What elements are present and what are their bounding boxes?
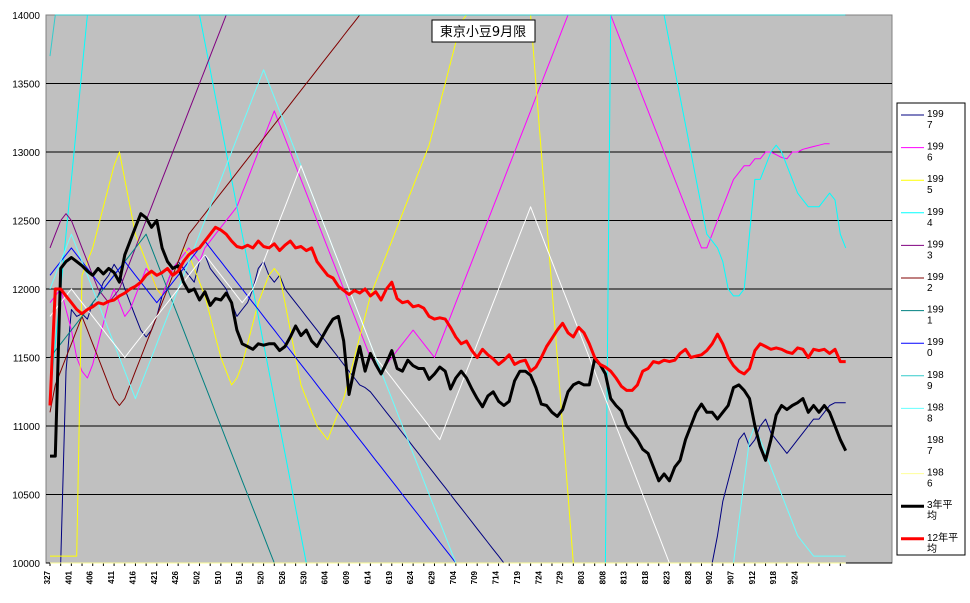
y-tick-label: 12500 (12, 217, 40, 228)
series-line-1996 (49, 14, 830, 379)
x-tick-label: 724 (534, 570, 543, 584)
legend-label: 3年平均 (927, 498, 953, 522)
x-tick-label: 520 (257, 570, 266, 584)
x-tick-label: 808 (598, 570, 607, 584)
legend-label: 12年平均 (927, 531, 958, 555)
x-tick-label: 823 (662, 570, 671, 584)
legend-label: 199 4 (927, 207, 944, 229)
x-tick-label: 619 (385, 570, 394, 584)
x-tick-label: 704 (449, 570, 458, 584)
series-line-12年平均 (48, 225, 846, 406)
legend-label: 198 7 (927, 435, 944, 457)
legend-label: 199 3 (927, 239, 944, 261)
x-tick-label: 629 (427, 570, 436, 584)
x-tick-label: 729 (556, 570, 565, 584)
gridlines (46, 83, 892, 495)
x-tick-label: 719 (513, 570, 522, 584)
x-tick-label: 624 (406, 570, 415, 584)
y-tick-label: 12000 (12, 285, 40, 296)
legend-label: 198 8 (927, 402, 944, 424)
y-tick-label: 13500 (12, 80, 40, 91)
series-lines (48, 14, 848, 564)
x-tick-label: 327 (43, 570, 52, 584)
series-line-1989 (49, 14, 846, 57)
title-frame (431, 19, 536, 43)
legend-label: 199 0 (927, 337, 944, 359)
series-line-1997 (50, 254, 846, 564)
y-tick-label: 10500 (12, 491, 40, 502)
x-tick-label: 411 (107, 570, 116, 583)
legend-label: 198 6 (927, 468, 944, 490)
legend-label: 199 5 (927, 174, 944, 196)
x-tick-label: 803 (577, 570, 586, 584)
x-tick-label: 502 (193, 570, 202, 584)
x-tick-label: 714 (492, 570, 501, 584)
x-tick-label: 526 (278, 570, 287, 584)
legend-label: 199 1 (927, 305, 944, 327)
x-tick-label: 401 (64, 570, 73, 584)
legend: 199 7 199 6 199 5 199 4 199 3 199 2 199 1 199 0 198 9 198 8… (896, 102, 966, 556)
x-tick-label: 828 (684, 570, 693, 584)
legend-label: 199 6 (927, 142, 944, 164)
y-tick-label: 13000 (12, 148, 40, 159)
legend-label: 199 2 (927, 272, 944, 294)
x-tick-label: 609 (342, 570, 351, 584)
x-tick-label: 813 (620, 570, 629, 584)
x-tick-label: 924 (791, 570, 800, 584)
y-tick-label: 11000 (13, 422, 41, 433)
y-tick-label: 10000 (12, 559, 40, 570)
x-tick-label: 406 (86, 570, 95, 584)
x-tick-label: 426 (171, 570, 180, 584)
x-tick-label: 918 (769, 570, 778, 584)
x-tick-label: 614 (363, 570, 372, 584)
legend-label: 199 7 (927, 109, 944, 131)
y-tick-label: 11500 (13, 354, 41, 365)
x-tick-label: 516 (235, 570, 244, 584)
x-tick-label: 416 (128, 570, 137, 584)
legend-frame (896, 102, 966, 556)
x-tick-label: 902 (705, 570, 714, 584)
chart-title: 東京小豆9月限 (440, 24, 526, 40)
legend-label: 198 9 (927, 370, 944, 392)
x-tick-label: 530 (299, 570, 308, 584)
x-tick-label: 818 (641, 570, 650, 584)
x-tick-label: 604 (321, 570, 330, 584)
x-tick-label: 421 (150, 570, 159, 584)
x-tick-label: 709 (470, 570, 479, 584)
x-tick-label: 912 (748, 570, 757, 584)
x-tick-label: 510 (214, 570, 223, 584)
y-tick-label: 14000 (12, 11, 40, 22)
series-line-3年平均 (50, 212, 848, 483)
title-box: 東京小豆9月限 (431, 19, 536, 43)
x-tick-label: 907 (727, 570, 736, 584)
y-axis: 10000 10500 11000 11500 12000 12500 13000 13500… (12, 11, 40, 570)
